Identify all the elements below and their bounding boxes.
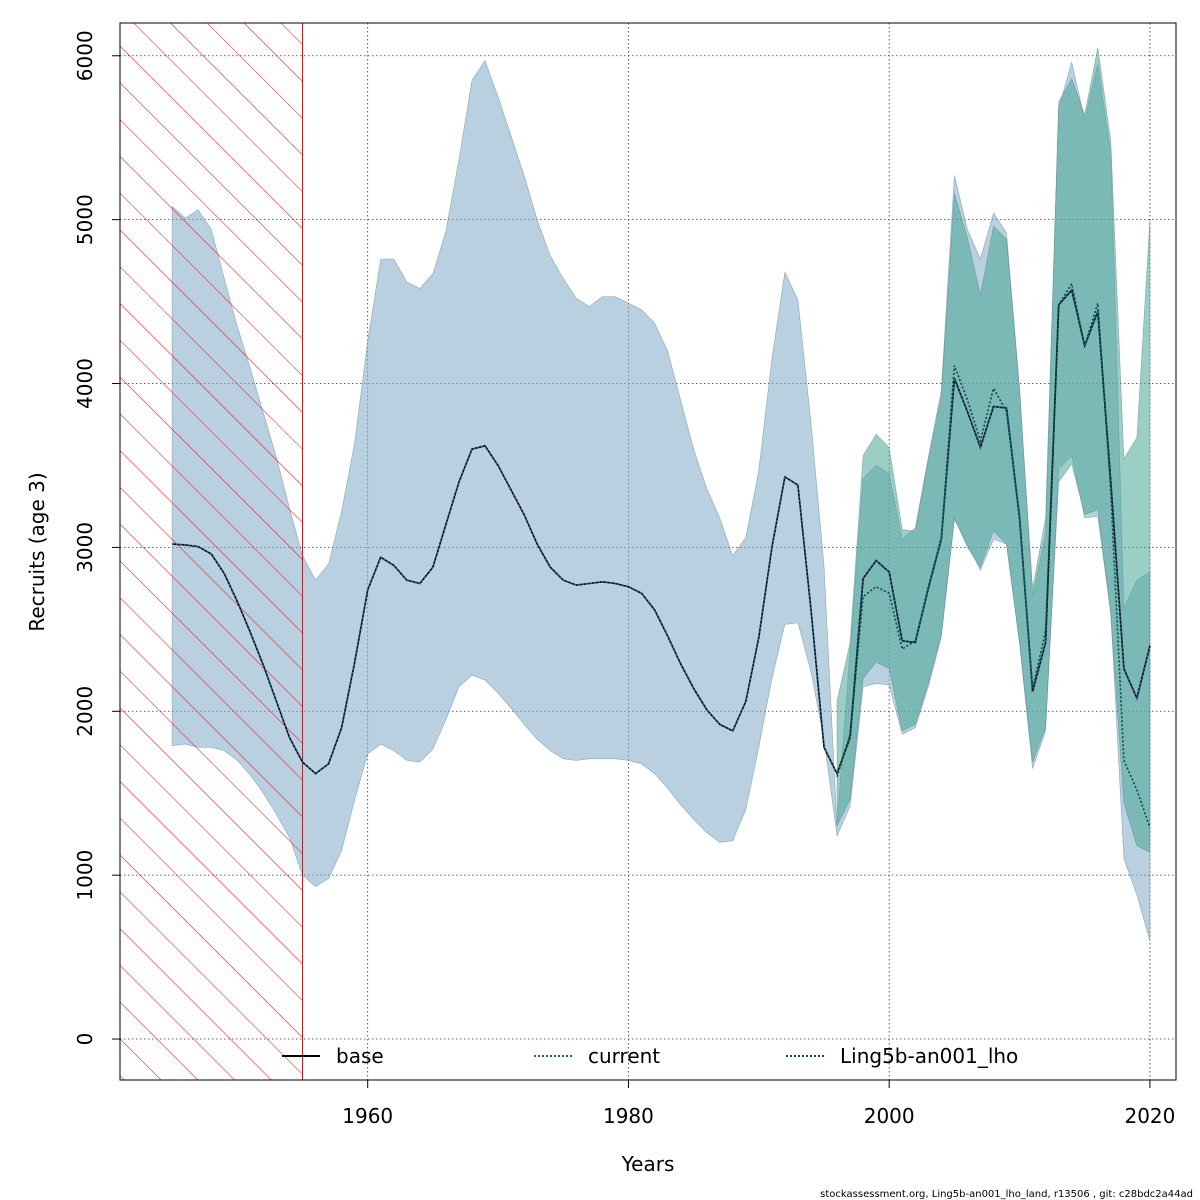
legend-label: base (336, 1044, 384, 1068)
y-tick-label: 6000 (73, 30, 97, 81)
legend-item-current: current (534, 1044, 660, 1068)
hatched-region (119, 22, 304, 1081)
legend-label: current (588, 1044, 660, 1068)
x-tick-label: 2000 (864, 1104, 915, 1128)
plot-frame (119, 22, 1177, 1081)
y-tick-label: 0 (73, 1033, 97, 1046)
footer-credit: stockassessment.org, Ling5b-an001_lho_la… (820, 1189, 1193, 1200)
series-line-current (172, 288, 1151, 776)
x-tick-label: 2020 (1124, 1104, 1175, 1128)
y-tick-label: 2000 (73, 686, 97, 737)
series-line-Ling5b-an001_lho (836, 281, 1151, 828)
y-tick-label: 3000 (73, 522, 97, 573)
hatched-area (119, 22, 304, 1081)
legend-label: Ling5b-an001_lho (840, 1044, 1018, 1068)
confidence-band-Ling5b-an001_lho (836, 47, 1151, 853)
legend: base current Ling5b-an001_lho (282, 1044, 1018, 1068)
y-axis-label: Recruits (age 3) (25, 472, 49, 631)
y-tick-label: 5000 (73, 194, 97, 245)
y-axis: 0 1000 2000 3000 4000 5000 6000 (73, 30, 120, 1045)
x-tick-label: 1980 (603, 1104, 654, 1128)
y-tick-label: 1000 (73, 850, 97, 901)
legend-item-base: base (282, 1044, 384, 1068)
y-tick-label: 4000 (73, 358, 97, 409)
x-axis: 1960 1980 2000 2020 (342, 1080, 1175, 1128)
series-lines (172, 281, 1151, 828)
legend-item-Ling5b-an001_lho: Ling5b-an001_lho (786, 1044, 1018, 1068)
x-tick-label: 1960 (342, 1104, 393, 1128)
confidence-bands (171, 47, 1151, 941)
x-axis-label: Years (621, 1152, 675, 1176)
